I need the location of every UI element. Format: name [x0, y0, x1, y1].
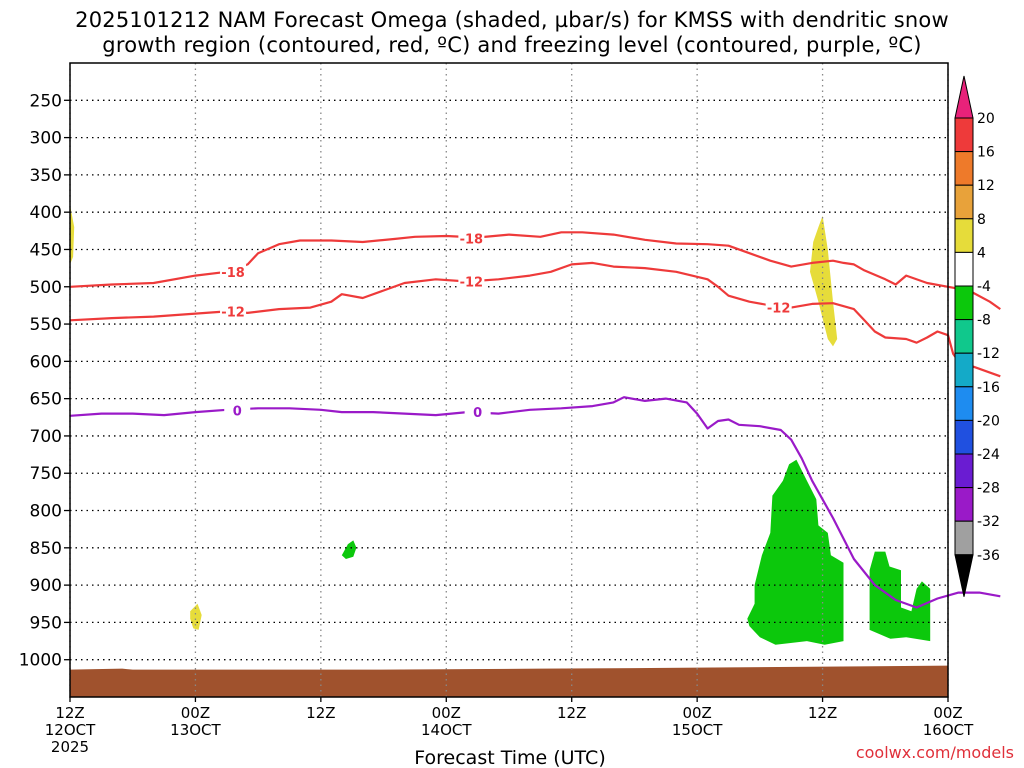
site-watermark: coolwx.com/models — [855, 743, 1014, 762]
colorbar-label-11: -28 — [977, 481, 1000, 497]
omega-shade-4 — [747, 459, 844, 645]
y-tick-label-300: 300 — [30, 129, 62, 149]
colorbar-label-4: 4 — [977, 245, 986, 261]
colorbar-label-0: 20 — [977, 111, 995, 127]
contour-label-bg-1-1 — [458, 273, 485, 289]
surface-fill — [70, 665, 948, 697]
contour-label-2-1: 0 — [473, 406, 482, 421]
colorbar-box-11 — [954, 487, 974, 522]
x-axis-label: Forecast Time (UTC) — [414, 747, 605, 768]
colorbar-box-10 — [954, 453, 974, 489]
colorbar-box-12 — [954, 520, 974, 556]
contour-label-bg-1-2 — [765, 299, 792, 315]
omega-shade-3 — [341, 540, 357, 559]
y-tick-label-450: 450 — [30, 240, 62, 260]
plot-area: -18 -18 -12 -12 -12 0 0 250 300 350 400 450 500 550 60… — [19, 62, 1001, 756]
colorbar-box-6 — [954, 319, 974, 354]
colorbar-box-4 — [954, 251, 974, 287]
x-tick-label-36-0: 00Z — [432, 704, 461, 722]
contour-label-1-2: -12 — [767, 302, 791, 317]
colorbar-label-3: 8 — [977, 212, 986, 228]
x-tick-label-60-1: 15OCT — [672, 721, 723, 739]
colorbar-box-8 — [954, 386, 974, 421]
y-tick-label-400: 400 — [30, 203, 62, 223]
colorbar-label-6: -8 — [977, 313, 991, 329]
colorbar-label-7: -12 — [977, 346, 1000, 362]
y-tick-label-250: 250 — [30, 91, 62, 111]
x-tick-label-24-0: 12Z — [306, 704, 335, 722]
plot-frame — [69, 62, 949, 698]
x-tick-label-84-1: 16OCT — [923, 721, 974, 739]
y-tick-label-750: 750 — [30, 464, 62, 484]
contour-line-m12 — [69, 261, 1001, 378]
y-tick-label-650: 650 — [30, 390, 62, 410]
x-tick-label-0-2: 2025 — [51, 738, 89, 756]
contour-label-bg-0-0 — [220, 263, 247, 279]
colorbar: 20 16 12 8 4 -4 -8 -12 -16 -20 -24 -28 -32 -36 — [954, 75, 1000, 597]
colorbar-box-9 — [954, 419, 974, 455]
omega-shade-2 — [810, 215, 838, 347]
y-tick-label-1000: 1000 — [19, 651, 62, 671]
colorbar-label-1: 16 — [977, 145, 995, 161]
contour-label-2-0: 0 — [233, 405, 242, 420]
y-tick-label-850: 850 — [30, 539, 62, 559]
x-tick-label-12-1: 13OCT — [170, 721, 221, 739]
y-tick-label-700: 700 — [30, 427, 62, 447]
colorbar-box-3 — [954, 218, 974, 253]
x-tick-label-12-0: 00Z — [181, 704, 210, 722]
contour-label-0-0: -18 — [221, 266, 245, 281]
x-tick-label-48-0: 12Z — [557, 704, 586, 722]
colorbar-top-triangle — [954, 75, 974, 119]
colorbar-box-2 — [954, 184, 974, 220]
contour-line-m18 — [69, 231, 1001, 310]
colorbar-box-5 — [954, 285, 974, 321]
x-tick-label-0-1: 12OCT — [45, 721, 96, 739]
colorbar-label-10: -24 — [977, 447, 1000, 463]
x-tick-label-36-1: 14OCT — [421, 721, 472, 739]
contour-label-bg-1-0 — [220, 303, 247, 319]
y-tick-label-550: 550 — [30, 315, 62, 335]
y-tick-label-600: 600 — [30, 352, 62, 372]
contour-label-0-1: -18 — [460, 232, 484, 247]
colorbar-label-8: -16 — [977, 380, 1000, 396]
y-tick-label-500: 500 — [30, 278, 62, 298]
contour-line-0 — [69, 396, 1001, 609]
colorbar-label-9: -20 — [977, 413, 1000, 429]
x-tick-label-72-0: 12Z — [808, 704, 837, 722]
colorbar-box-7 — [954, 352, 974, 388]
chart-title-line-2: growth region (contoured, red, ºC) and f… — [102, 33, 922, 57]
y-tick-label-350: 350 — [30, 166, 62, 186]
contour-label-bg-2-1 — [464, 404, 491, 420]
contour-label-bg-2-0 — [224, 402, 251, 418]
contour-label-1-1: -12 — [460, 276, 484, 291]
colorbar-bottom-triangle — [954, 554, 974, 597]
y-tick-label-950: 950 — [30, 613, 62, 633]
colorbar-label-2: 12 — [977, 178, 995, 194]
x-tick-label-60-0: 00Z — [682, 704, 711, 722]
contour-label-bg-0-1 — [458, 230, 485, 246]
colorbar-label-13: -36 — [977, 548, 1000, 564]
y-tick-label-800: 800 — [30, 502, 62, 522]
colorbar-label-5: -4 — [977, 279, 991, 295]
contour-label-1-0: -12 — [221, 305, 245, 320]
colorbar-box-1 — [954, 151, 974, 186]
omega-shade-5 — [869, 551, 931, 642]
x-tick-label-0-0: 12Z — [55, 704, 84, 722]
colorbar-box-0 — [954, 117, 974, 153]
omega-shade-1 — [190, 603, 202, 630]
y-tick-label-900: 900 — [30, 576, 62, 596]
x-tick-label-84-0: 00Z — [933, 704, 962, 722]
colorbar-label-12: -32 — [977, 514, 1000, 530]
chart-title-line-1: 2025101212 NAM Forecast Omega (shaded, µ… — [75, 8, 949, 32]
